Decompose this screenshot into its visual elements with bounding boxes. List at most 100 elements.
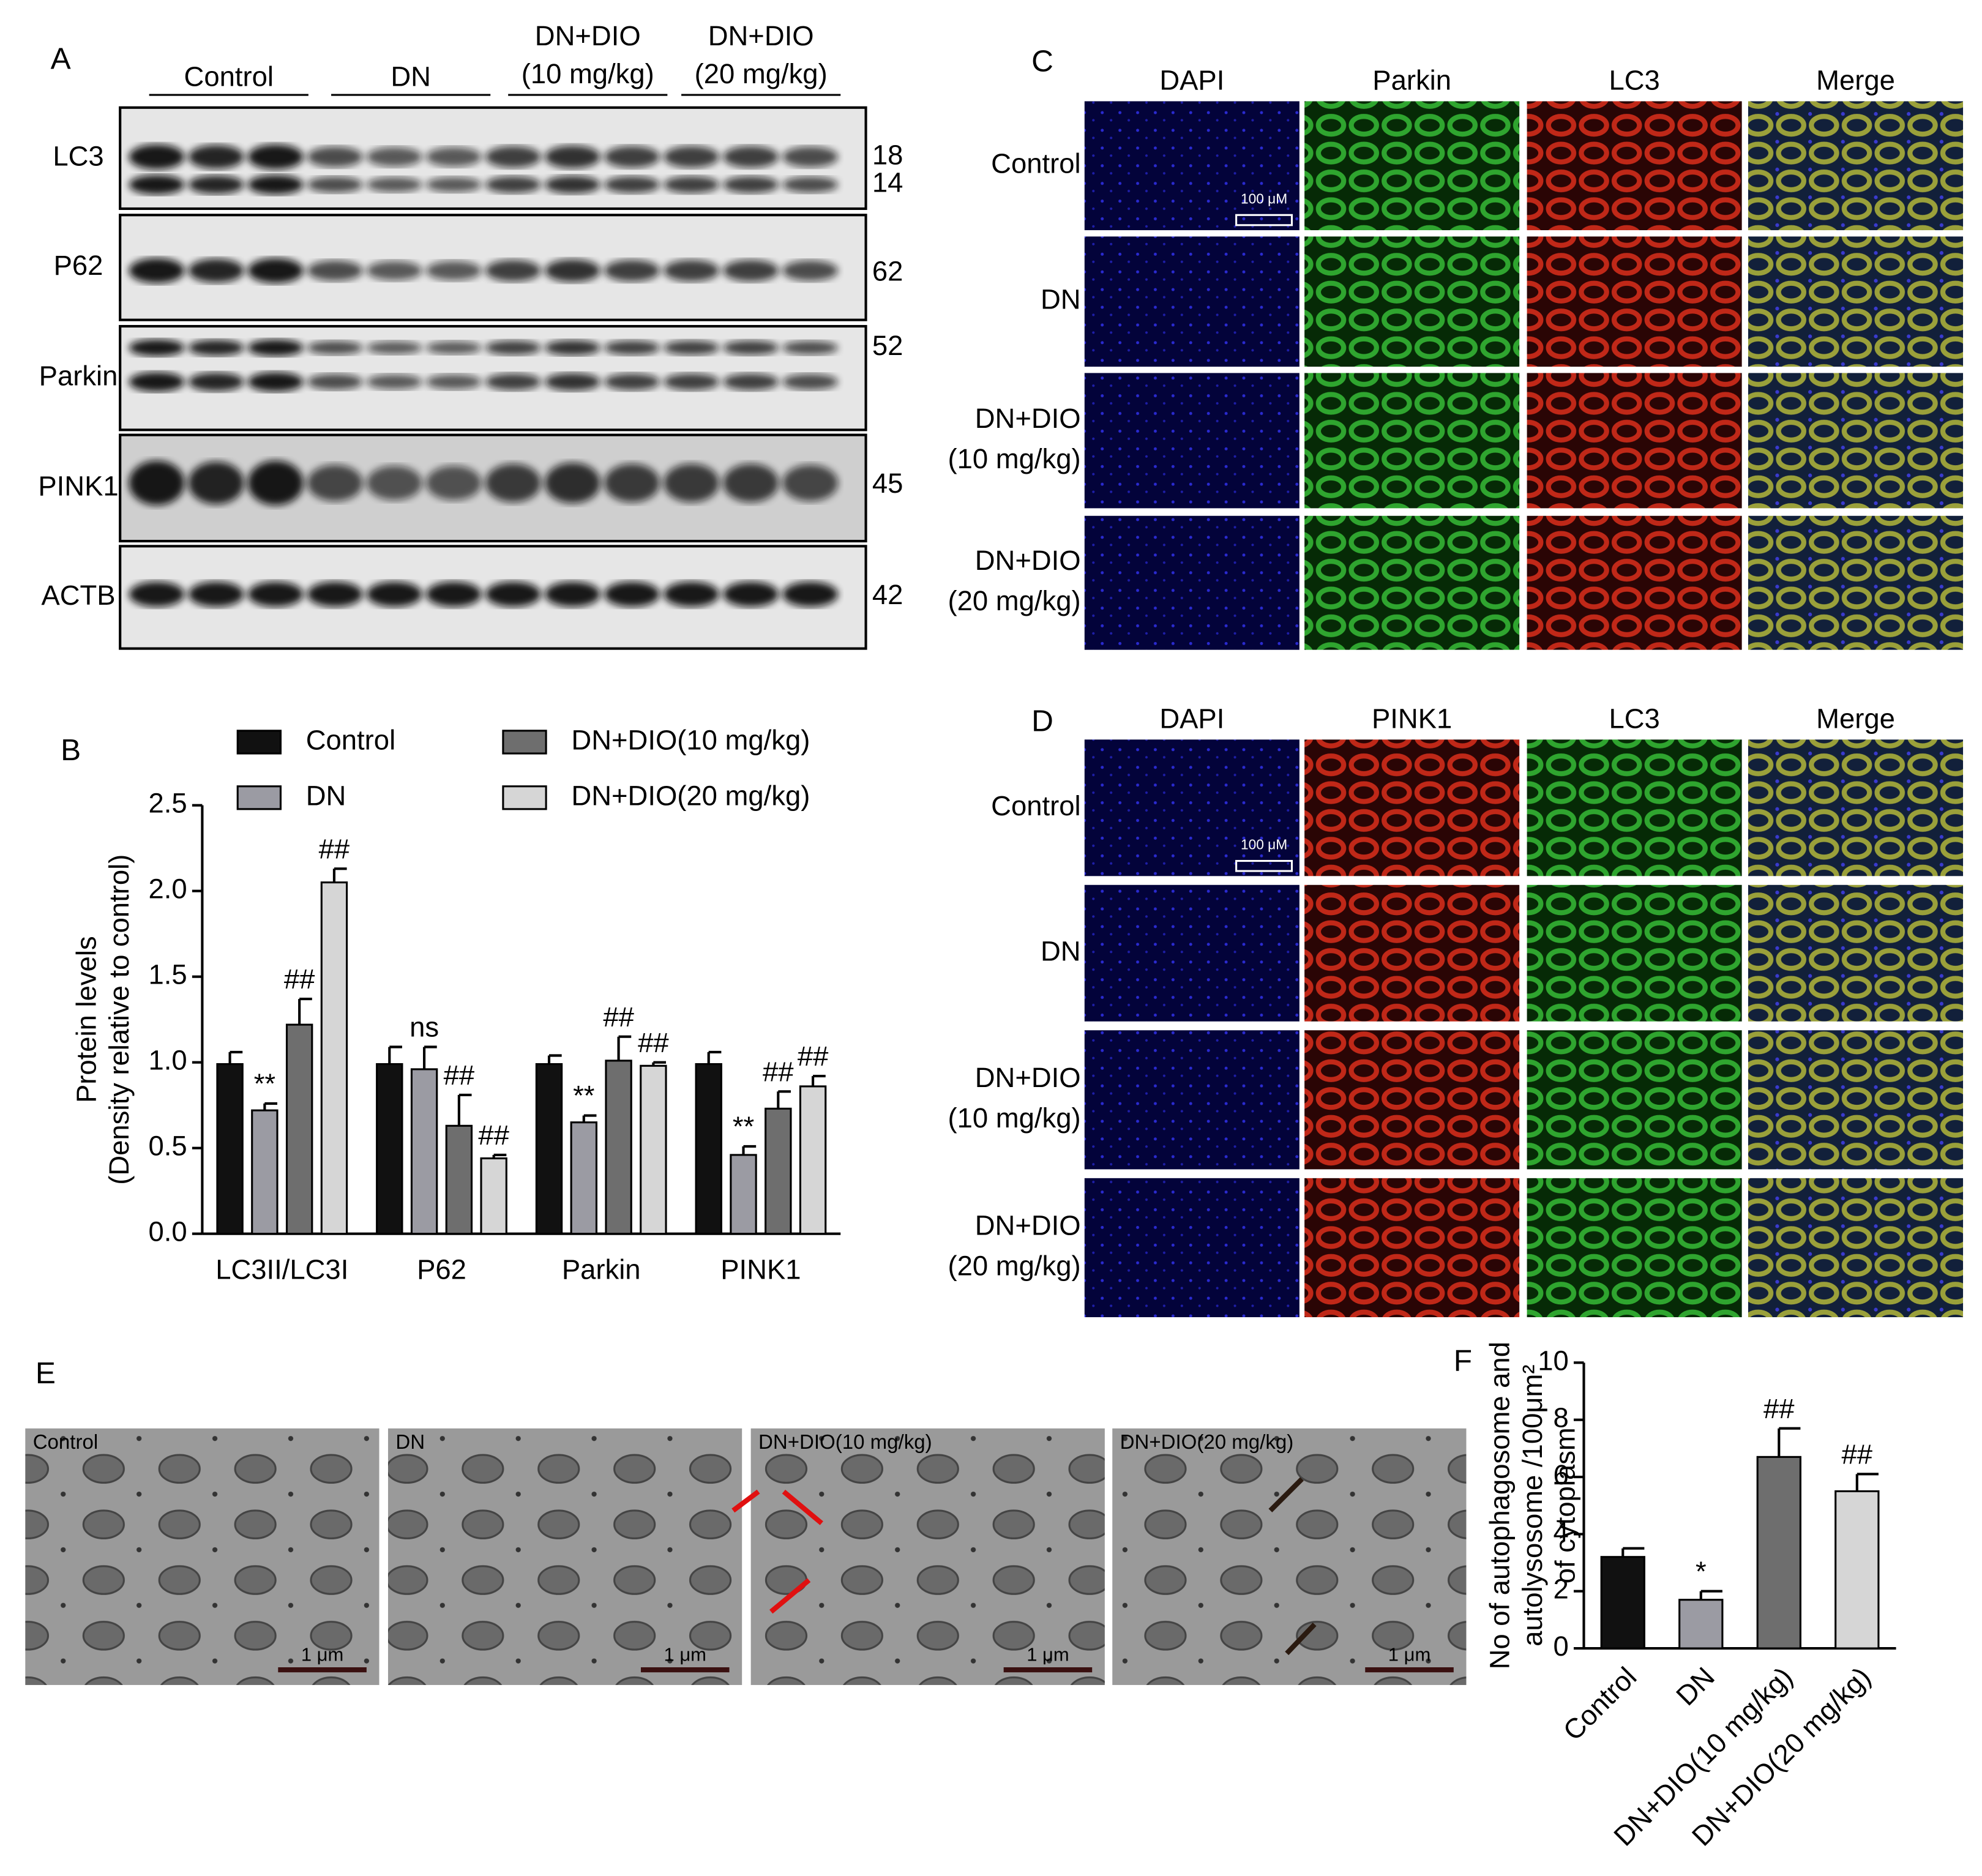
blot-row-label: PINK1 bbox=[38, 470, 118, 501]
blot-band bbox=[366, 261, 422, 280]
legend-swatch bbox=[502, 785, 547, 810]
significance: ## bbox=[638, 1027, 669, 1058]
blot-band bbox=[307, 260, 363, 281]
blot-band bbox=[247, 144, 304, 170]
arrow bbox=[1285, 1622, 1317, 1656]
arrow bbox=[1268, 1477, 1304, 1512]
x-tick-label: Parkin bbox=[562, 1254, 641, 1285]
blot-band bbox=[188, 175, 244, 194]
y-tick-label: 2.5 bbox=[148, 788, 187, 819]
blot-band bbox=[366, 374, 422, 390]
micrograph bbox=[1304, 1030, 1520, 1170]
blot-row-label: LC3 bbox=[53, 140, 103, 171]
bar bbox=[1678, 1599, 1724, 1650]
error-bar bbox=[777, 1090, 791, 1109]
blot-band bbox=[485, 260, 541, 282]
y-tick-label: 8 bbox=[1553, 1402, 1568, 1433]
micrograph bbox=[1748, 1178, 1964, 1318]
legend-label: DN+DIO(20 mg/kg) bbox=[571, 780, 810, 811]
row-label: DN bbox=[1041, 284, 1081, 315]
micrograph bbox=[1527, 1030, 1742, 1170]
mw-label: 52 bbox=[872, 330, 903, 361]
row-label: Control bbox=[991, 790, 1080, 821]
em-label: DN bbox=[395, 1431, 425, 1454]
micrograph bbox=[1527, 101, 1742, 231]
error-bar bbox=[1621, 1547, 1645, 1557]
em-image bbox=[387, 1428, 742, 1685]
column-header: Merge bbox=[1816, 64, 1895, 95]
blot-band bbox=[129, 258, 185, 283]
blot-band bbox=[664, 146, 720, 168]
error-bar bbox=[582, 1114, 597, 1123]
significance: * bbox=[1696, 1556, 1707, 1587]
blot-band bbox=[604, 463, 660, 503]
column-header: Parkin bbox=[1372, 64, 1451, 95]
bar bbox=[640, 1064, 667, 1235]
bar bbox=[320, 881, 348, 1235]
bar bbox=[605, 1059, 632, 1235]
blot-band bbox=[129, 144, 185, 170]
group-label: (10 mg/kg) bbox=[522, 58, 654, 89]
group-label: DN bbox=[391, 61, 431, 92]
mw-label: 14 bbox=[872, 167, 903, 198]
row-label: DN+DIO bbox=[975, 1062, 1081, 1093]
y-axis-label: autolysosome /100μm² bbox=[1517, 1364, 1548, 1646]
blot-band bbox=[545, 463, 600, 504]
column-header: Merge bbox=[1816, 703, 1895, 734]
blot-band bbox=[307, 465, 363, 501]
micrograph bbox=[1304, 236, 1520, 367]
x-tick-label: PINK1 bbox=[720, 1254, 801, 1285]
column-header: LC3 bbox=[1609, 64, 1659, 95]
micrograph bbox=[1084, 1030, 1300, 1170]
blot-band bbox=[545, 340, 600, 356]
micrograph bbox=[1084, 515, 1300, 650]
row-label: DN+DIO bbox=[975, 1209, 1081, 1241]
group-label: Control bbox=[184, 61, 274, 92]
y-tick-label: 2.0 bbox=[148, 873, 187, 905]
blot-band bbox=[782, 373, 839, 390]
blot-band bbox=[247, 581, 304, 607]
blot-band bbox=[247, 372, 304, 392]
y-tick-label: 1.0 bbox=[148, 1045, 187, 1076]
blot-band bbox=[604, 581, 660, 607]
error-bar bbox=[263, 1102, 278, 1111]
blot-band bbox=[425, 261, 482, 280]
micrograph bbox=[1527, 1178, 1742, 1318]
row-label: DN+DIO bbox=[975, 545, 1081, 576]
blot-band bbox=[545, 145, 600, 168]
panel-label: F bbox=[1454, 1343, 1472, 1377]
blot-band bbox=[664, 581, 720, 607]
legend-swatch bbox=[236, 730, 282, 755]
blot-band bbox=[129, 372, 185, 392]
column-header: LC3 bbox=[1609, 703, 1659, 734]
error-bar bbox=[457, 1093, 472, 1126]
column-header: PINK1 bbox=[1372, 703, 1452, 734]
blot-band bbox=[782, 146, 839, 168]
mw-label: 18 bbox=[872, 139, 903, 170]
error-bar bbox=[1699, 1590, 1722, 1600]
significance: ## bbox=[1842, 1438, 1873, 1470]
micrograph bbox=[1527, 739, 1742, 876]
significance: ** bbox=[573, 1080, 594, 1112]
blot-band bbox=[366, 147, 422, 167]
error-bar bbox=[332, 867, 347, 883]
blot-row-label: P62 bbox=[54, 250, 103, 281]
error-bar bbox=[492, 1153, 507, 1159]
blot-band bbox=[723, 373, 779, 391]
legend-swatch bbox=[502, 730, 547, 755]
column-header: DAPI bbox=[1159, 64, 1224, 95]
micrograph bbox=[1748, 1030, 1964, 1170]
blot-band bbox=[425, 581, 482, 607]
bar bbox=[445, 1124, 473, 1235]
micrograph bbox=[1084, 236, 1300, 367]
micrograph bbox=[1527, 236, 1742, 367]
x-tick-label: P62 bbox=[417, 1254, 466, 1285]
panel-label: E bbox=[36, 1356, 56, 1390]
blot-band bbox=[723, 463, 779, 503]
row-label: (10 mg/kg) bbox=[948, 1102, 1081, 1134]
blot-band bbox=[366, 581, 422, 607]
bar bbox=[1600, 1556, 1645, 1650]
legend-label: DN bbox=[306, 780, 346, 811]
micrograph bbox=[1748, 101, 1964, 231]
blot-band bbox=[664, 176, 720, 193]
